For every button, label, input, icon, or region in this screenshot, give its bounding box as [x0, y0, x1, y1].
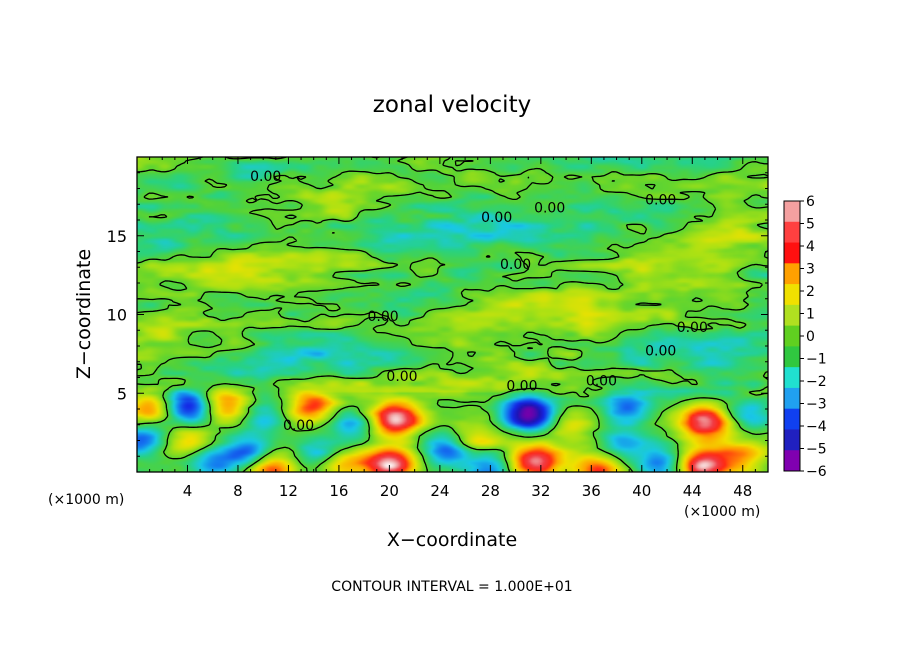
contour-label: 0.00 [283, 418, 314, 434]
colorbar-swatch [784, 201, 800, 223]
contour-label: 0.00 [500, 257, 531, 273]
colorbar-label: −2 [806, 374, 827, 390]
colorbar-swatch [784, 221, 800, 244]
contour-label: 0.00 [534, 200, 565, 216]
x-tick-label: 40 [632, 482, 651, 500]
colorbar-label: −3 [806, 397, 827, 413]
colorbar-label: 6 [806, 194, 815, 210]
x-unit-label-left: (×1000 m) [48, 492, 124, 508]
colorbar-label: 0 [806, 329, 815, 345]
contour-label: 0.00 [386, 369, 417, 385]
x-tick-label: 36 [582, 482, 601, 500]
contour-label: 0.00 [506, 378, 537, 394]
colorbar-swatch [784, 408, 800, 430]
colorbar-swatch [784, 304, 800, 327]
contour-label: 0.00 [586, 374, 617, 390]
colorbar-label: 5 [806, 217, 815, 233]
y-tick-label: 10 [107, 306, 127, 325]
colorbar-swatch [784, 387, 800, 410]
y-tick-label: 5 [117, 384, 127, 403]
x-tick-label: 48 [733, 482, 752, 500]
x-unit-label-right: (×1000 m) [684, 504, 760, 520]
colorbar-label: 1 [806, 307, 815, 323]
x-tick-label: 28 [481, 482, 500, 500]
plot-area: 0.000.000.00 0.000.000.000.000.000.000.00… [136, 156, 769, 473]
colorbar-label: −4 [806, 419, 827, 435]
chart-title: zonal velocity [373, 92, 531, 118]
x-tick-label: 4 [183, 482, 193, 500]
x-tick-label: 12 [279, 482, 298, 500]
y-tick-label: 15 [107, 227, 127, 246]
contour-label: 0.00 [677, 320, 708, 336]
x-tick-label: 16 [329, 482, 348, 500]
x-axis: 4 8 12 16 20 24 28 32 36 40 44 48 [149, 157, 756, 500]
colorbar-swatch [784, 367, 800, 389]
contour-label: 0.00 [645, 193, 676, 209]
contour-interval-note: CONTOUR INTERVAL = 1.000E+01 [331, 579, 572, 595]
colorbar-swatch [784, 325, 800, 347]
colorbar-label: −6 [806, 464, 827, 480]
colorbar-label: −1 [806, 352, 827, 368]
x-tick-label: 24 [430, 482, 449, 500]
x-tick-label: 44 [683, 482, 702, 500]
contour-label: 0.00 [368, 309, 399, 325]
contour-label: 0.00 [645, 344, 676, 360]
colorbar-swatch [784, 284, 800, 306]
x-axis-label: X−coordinate [387, 529, 517, 551]
colorbar-label: −5 [806, 442, 827, 458]
y-axis: 5 10 15 [107, 172, 768, 457]
x-tick-label: 32 [531, 482, 550, 500]
colorbar-label: 3 [806, 262, 815, 278]
contour-label: 0.00 [250, 169, 281, 185]
colorbar-label: 4 [806, 239, 815, 255]
x-tick-label: 20 [380, 482, 399, 500]
colorbar-swatch [784, 450, 800, 472]
colorbar-label: 2 [806, 284, 815, 300]
contour-label: 0.00 [481, 210, 512, 226]
contour-labels: 0.000.000.00 0.000.000.000.000.000.000.00… [250, 169, 708, 434]
colorbar-swatch [784, 242, 800, 264]
x-tick-label: 8 [233, 482, 243, 500]
colorbar: 6 5 4 3 2 1 0 −1 −2 −3 −4 −5 −6 [783, 194, 827, 480]
colorbar-swatch [784, 346, 800, 368]
velocity-field [137, 157, 768, 472]
colorbar-swatch [784, 429, 800, 451]
y-axis-label: Z−coordinate [73, 249, 95, 379]
colorbar-swatch [784, 263, 800, 285]
